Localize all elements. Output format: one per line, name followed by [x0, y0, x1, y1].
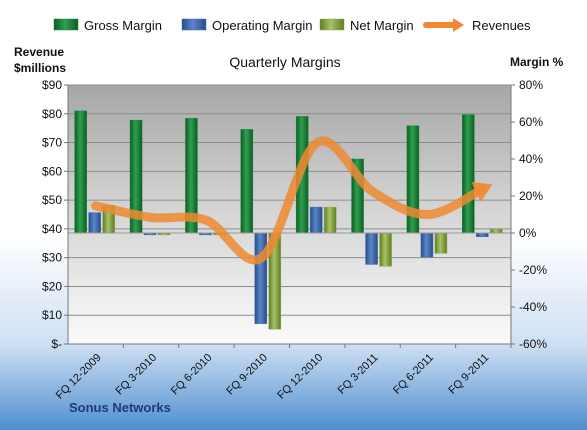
bar-operating-margin — [476, 232, 489, 237]
legend-swatch-operating-margin — [181, 18, 207, 31]
bar-net-margin — [490, 229, 503, 234]
legend-swatch-net-margin — [319, 18, 345, 31]
bar-operating-margin — [365, 232, 378, 265]
right-axis-label: Margin % — [510, 55, 564, 69]
revenue-arrow-head — [471, 182, 493, 202]
right-tick-label: -60% — [519, 337, 547, 351]
bar-net-margin — [434, 232, 448, 254]
company-name: Sonus Networks — [69, 400, 171, 415]
revenue-line — [91, 136, 488, 265]
bar-gross-margin — [74, 110, 87, 234]
right-tick-label: -20% — [519, 263, 547, 277]
left-tick-label: $30 — [42, 251, 62, 265]
left-tick-label: $20 — [42, 279, 62, 293]
left-tick-label: $60 — [42, 164, 62, 178]
bar-operating-margin — [309, 206, 323, 234]
bar-operating-margin — [88, 212, 101, 234]
legend-label: Operating Margin — [212, 18, 312, 33]
chart-title: Quarterly Margins — [229, 54, 340, 70]
left-tick-label: $40 — [42, 222, 62, 236]
right-tick-label: 40% — [519, 152, 543, 166]
left-axis-label-line2: $millions — [14, 61, 66, 75]
right-tick-label: 20% — [519, 189, 543, 203]
bar-operating-margin — [254, 232, 268, 324]
legend: Gross Margin Operating Margin Net Margin Re… — [53, 18, 531, 33]
bar-gross-margin — [462, 114, 475, 234]
right-tick-label: 60% — [519, 115, 543, 129]
left-tick-label: $10 — [42, 308, 62, 322]
bar-net-margin — [323, 206, 337, 234]
left-tick-label: $50 — [42, 193, 62, 207]
right-tick-label: 0% — [519, 226, 537, 240]
bar-net-margin — [379, 232, 392, 267]
left-tick-label: $80 — [42, 107, 62, 121]
left-tick-label: $90 — [42, 78, 62, 92]
left-tick-label: $70 — [42, 136, 62, 150]
left-tick-label: $- — [51, 337, 62, 351]
legend-arrow-revenues — [453, 18, 464, 32]
legend-swatch-gross-margin — [53, 18, 79, 31]
legend-label: Gross Margin — [84, 18, 162, 33]
right-tick-label: 80% — [519, 78, 543, 92]
legend-label: Net Margin — [350, 18, 414, 33]
right-tick-label: -40% — [519, 300, 547, 314]
left-axis-label-line1: Revenue — [14, 45, 64, 59]
revenue-line-layer — [91, 136, 493, 265]
legend-label: Revenues — [472, 18, 531, 33]
bar-operating-margin — [420, 232, 434, 258]
bar-gross-margin — [240, 129, 254, 234]
